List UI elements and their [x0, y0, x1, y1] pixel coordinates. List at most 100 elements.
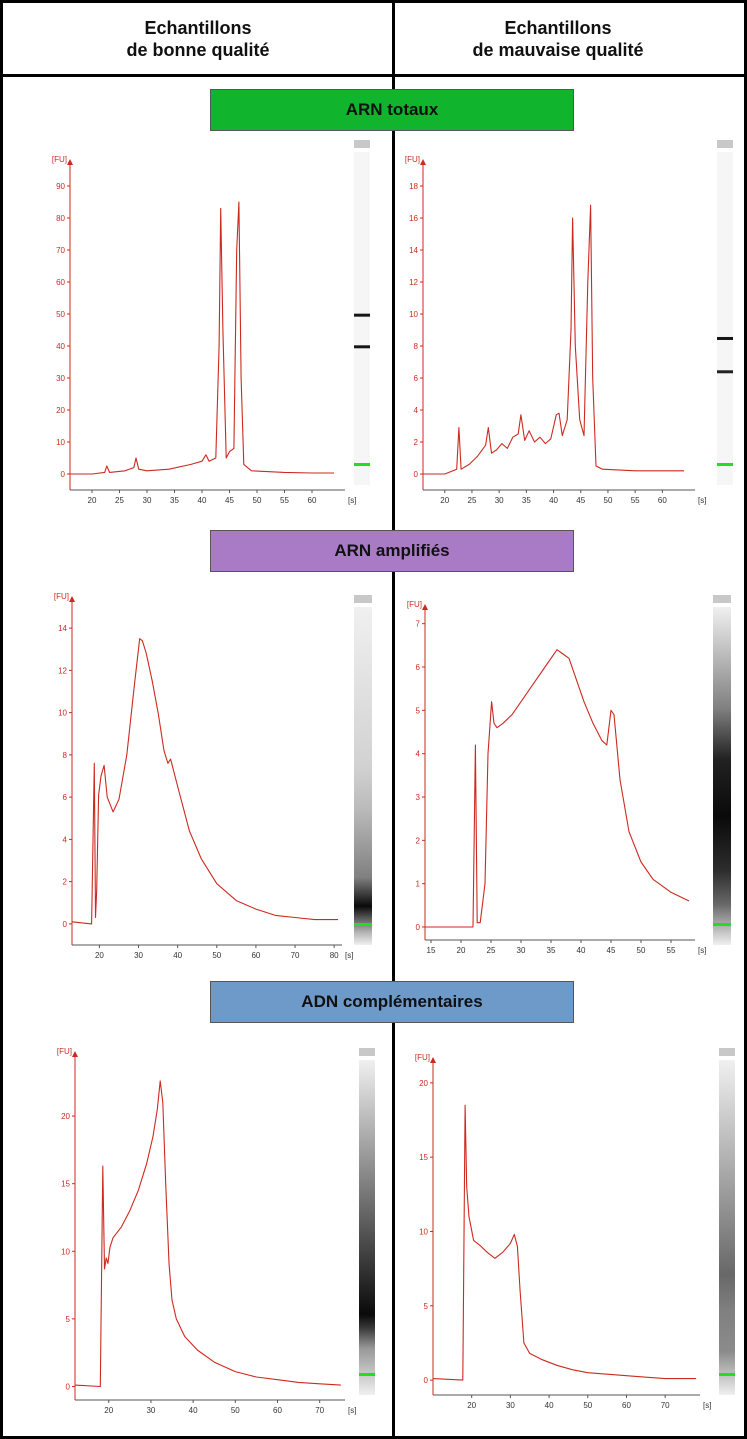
- x-tick-label: 20: [95, 951, 104, 960]
- gel-marker-band: [719, 1373, 735, 1376]
- x-tick-label: 20: [467, 1401, 476, 1410]
- gel-well: [713, 595, 731, 603]
- gel-band: [717, 370, 733, 374]
- x-tick-label: 70: [291, 951, 300, 960]
- x-tick-label: 20: [104, 1406, 113, 1415]
- gel-marker-band: [713, 923, 731, 926]
- y-tick-label: 18: [409, 182, 418, 191]
- x-tick-label: 60: [308, 496, 317, 505]
- column-header-left-line1: Echantillons: [144, 18, 252, 38]
- trace-line: [425, 649, 690, 928]
- x-tick-label: 45: [576, 496, 585, 505]
- gel-lane: [354, 607, 372, 945]
- y-tick-label: 0: [424, 1376, 429, 1385]
- column-header-right: Echantillons de mauvaise qualité: [372, 4, 744, 74]
- y-axis-label: [FU]: [407, 600, 422, 609]
- x-tick-label: 45: [225, 496, 234, 505]
- section-banner-arn-totaux: ARN totaux: [210, 89, 574, 131]
- y-tick-label: 0: [61, 470, 66, 479]
- x-tick-label: 70: [315, 1406, 324, 1415]
- x-tick-label: 50: [637, 946, 646, 955]
- x-tick-label: 50: [212, 951, 221, 960]
- y-axis-label: [FU]: [405, 155, 420, 164]
- header-divider: [0, 74, 747, 77]
- y-axis-arrow: [422, 604, 428, 610]
- gel-lane: [359, 1060, 375, 1395]
- gel-well: [717, 140, 733, 148]
- y-tick-label: 5: [424, 1302, 429, 1311]
- y-tick-label: 4: [63, 835, 68, 844]
- y-tick-label: 6: [416, 663, 421, 672]
- x-axis-label: [s]: [348, 1406, 356, 1415]
- x-tick-label: 45: [607, 946, 616, 955]
- y-tick-label: 10: [419, 1228, 428, 1237]
- x-tick-label: 60: [273, 1406, 282, 1415]
- trace-line: [70, 201, 334, 475]
- electropherogram-arn-totaux-good: [FU] [s] 0 10 20 30 40 50 60 70 80 90 20 25 30 35 40 45 50…: [52, 140, 370, 505]
- y-tick-label: 10: [61, 1247, 70, 1256]
- section-banner-adn-complementaires: ADN complémentaires: [210, 981, 574, 1023]
- x-tick-label: 50: [583, 1401, 592, 1410]
- y-tick-label: 4: [414, 406, 419, 415]
- gel-marker-band: [359, 1373, 375, 1376]
- column-header-left: Echantillons de bonne qualité: [12, 4, 384, 74]
- y-tick-label: 2: [414, 438, 419, 447]
- x-tick-label: 25: [487, 946, 496, 955]
- y-tick-label: 4: [416, 750, 421, 759]
- x-tick-label: 80: [330, 951, 339, 960]
- gel-band: [717, 336, 733, 340]
- x-tick-label: 55: [280, 496, 289, 505]
- y-tick-label: 0: [414, 470, 419, 479]
- frame-border-bottom: [0, 1436, 747, 1439]
- y-tick-label: 15: [61, 1180, 70, 1189]
- x-tick-label: 20: [440, 496, 449, 505]
- x-tick-label: 30: [134, 951, 143, 960]
- y-tick-label: 20: [56, 406, 65, 415]
- x-tick-label: 30: [517, 946, 526, 955]
- column-divider: [392, 0, 395, 1439]
- x-tick-label: 40: [577, 946, 586, 955]
- column-header-right-line2: de mauvaise qualité: [472, 40, 644, 60]
- x-axis-label: [s]: [698, 946, 706, 955]
- y-tick-label: 2: [63, 878, 68, 887]
- y-tick-label: 60: [56, 278, 65, 287]
- electropherogram-adn-complementaires-good: [FU] [s] 0 5 10 15 20 20 30 40 50 60 70: [57, 1047, 375, 1415]
- x-tick-label: 40: [189, 1406, 198, 1415]
- x-tick-label: 20: [457, 946, 466, 955]
- column-header-left-line2: de bonne qualité: [126, 40, 270, 60]
- x-axis-label: [s]: [698, 496, 706, 505]
- section-title-arn-totaux: ARN totaux: [345, 100, 439, 119]
- x-tick-label: 35: [522, 496, 531, 505]
- y-tick-label: 8: [63, 751, 68, 760]
- y-tick-label: 8: [414, 342, 419, 351]
- y-tick-label: 30: [56, 374, 65, 383]
- y-axis-label: [FU]: [415, 1053, 430, 1062]
- gel-well: [354, 595, 372, 603]
- electropherogram-arn-amplifies-good: [FU] [s] 0 2 4 6 8 10 12 14 20 30 40 50 60 70 80: [54, 592, 372, 960]
- section-title-adn-complementaires: ADN complémentaires: [301, 992, 483, 1011]
- x-tick-label: 20: [88, 496, 97, 505]
- x-tick-label: 70: [661, 1401, 670, 1410]
- x-tick-label: 50: [253, 496, 262, 505]
- gel-well: [354, 140, 370, 148]
- y-axis-arrow: [430, 1057, 436, 1063]
- gel-lane: [719, 1060, 735, 1395]
- x-tick-label: 60: [251, 951, 260, 960]
- y-tick-label: 40: [56, 342, 65, 351]
- trace-line: [74, 1080, 341, 1388]
- trace-line: [423, 204, 685, 475]
- y-tick-label: 50: [56, 310, 65, 319]
- y-tick-label: 0: [66, 1382, 71, 1391]
- x-tick-label: 40: [173, 951, 182, 960]
- x-axis-label: [s]: [703, 1401, 711, 1410]
- y-tick-label: 14: [58, 624, 67, 633]
- y-tick-label: 2: [416, 836, 421, 845]
- y-tick-label: 6: [63, 793, 68, 802]
- y-tick-label: 14: [409, 246, 418, 255]
- gel-marker-band: [354, 923, 372, 926]
- y-tick-label: 10: [409, 310, 418, 319]
- y-axis-arrow: [69, 596, 75, 602]
- x-tick-label: 30: [146, 1406, 155, 1415]
